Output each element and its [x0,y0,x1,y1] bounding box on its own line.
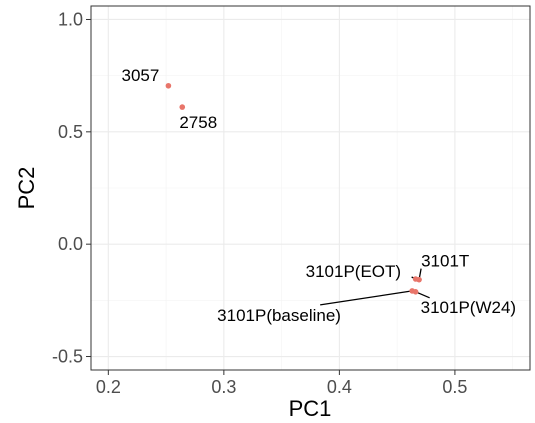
y-axis-title: PC2 [14,167,39,210]
minor-gridlines [91,6,530,370]
data-point [165,82,172,89]
x-axis-title: PC1 [289,396,332,421]
data-point [412,289,419,295]
y-tick-label: 0.0 [58,234,83,254]
major-gridlines [91,6,530,370]
y-tick-label: 0.5 [58,122,83,142]
y-tick-label: 1.0 [58,9,83,29]
data-point [416,276,422,283]
point-label: 2758 [179,113,217,132]
x-tick-label: 0.5 [442,377,467,397]
y-axis-ticks: -0.5 0.0 0.5 1.0 [52,9,91,367]
point-label: 3057 [121,66,159,85]
data-point [179,104,186,110]
x-tick-label: 0.3 [211,377,236,397]
x-tick-label: 0.2 [96,377,121,397]
x-tick-label: 0.4 [327,377,352,397]
point-label: 3101P(W24) [421,298,516,317]
point-label: 3101T [421,252,469,271]
panel-border [90,5,531,371]
y-tick-label: -0.5 [52,347,83,367]
point-label: 3101P(baseline) [217,306,341,325]
point-label: 3101P(EOT) [306,262,401,281]
x-axis-ticks: 0.2 0.3 0.4 0.5 [96,370,467,397]
label-leader-line [320,290,413,306]
data-points [165,82,422,295]
point-labels: 3057 2758 3101P(EOT) 3101T 3101P(baseline) 31… [121,66,516,325]
